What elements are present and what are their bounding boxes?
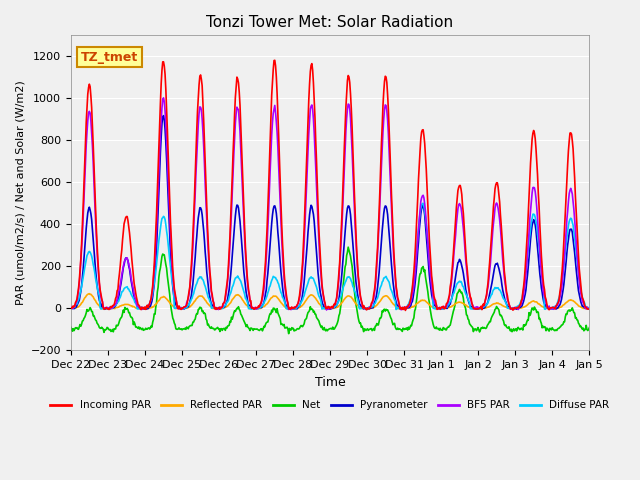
Incoming PAR bbox=[67, 305, 75, 311]
Incoming PAR bbox=[401, 308, 409, 313]
Reflected PAR bbox=[82, 294, 90, 300]
BF5 PAR bbox=[206, 274, 214, 279]
Net bbox=[67, 324, 75, 330]
Diffuse PAR bbox=[67, 305, 75, 311]
Incoming PAR bbox=[236, 102, 244, 108]
X-axis label: Time: Time bbox=[315, 376, 346, 389]
Diffuse PAR bbox=[205, 296, 213, 301]
Diffuse PAR bbox=[392, 307, 400, 312]
Net bbox=[344, 244, 352, 250]
Line: Reflected PAR: Reflected PAR bbox=[71, 294, 589, 309]
Pyranometer bbox=[237, 238, 245, 244]
Reflected PAR bbox=[86, 291, 93, 297]
Incoming PAR bbox=[151, 245, 159, 251]
Net bbox=[505, 324, 513, 330]
Diffuse PAR bbox=[82, 261, 90, 267]
Pyranometer bbox=[67, 305, 75, 311]
Diffuse PAR bbox=[236, 277, 244, 283]
Diffuse PAR bbox=[586, 306, 593, 312]
Reflected PAR bbox=[237, 294, 244, 300]
Net bbox=[586, 325, 593, 331]
Net bbox=[285, 331, 292, 336]
Incoming PAR bbox=[271, 58, 278, 63]
BF5 PAR bbox=[586, 306, 593, 312]
Incoming PAR bbox=[205, 257, 213, 263]
Reflected PAR bbox=[152, 301, 159, 307]
Title: Tonzi Tower Met: Solar Radiation: Tonzi Tower Met: Solar Radiation bbox=[207, 15, 454, 30]
Net bbox=[538, 325, 546, 331]
Line: Diffuse PAR: Diffuse PAR bbox=[71, 203, 589, 310]
Pyranometer bbox=[586, 306, 593, 312]
Incoming PAR bbox=[586, 306, 593, 312]
Y-axis label: PAR (umol/m2/s) / Net and Solar (W/m2): PAR (umol/m2/s) / Net and Solar (W/m2) bbox=[15, 81, 25, 305]
Reflected PAR bbox=[434, 306, 442, 312]
Reflected PAR bbox=[586, 306, 593, 312]
BF5 PAR bbox=[67, 305, 75, 311]
BF5 PAR bbox=[151, 257, 159, 263]
Line: Incoming PAR: Incoming PAR bbox=[71, 60, 589, 311]
Line: BF5 PAR: BF5 PAR bbox=[71, 98, 589, 310]
Pyranometer bbox=[538, 289, 546, 295]
BF5 PAR bbox=[505, 301, 513, 307]
Incoming PAR bbox=[82, 141, 90, 147]
Diffuse PAR bbox=[419, 200, 427, 206]
BF5 PAR bbox=[82, 159, 90, 165]
Net bbox=[205, 324, 213, 329]
Pyranometer bbox=[152, 259, 159, 264]
Incoming PAR bbox=[505, 301, 513, 307]
BF5 PAR bbox=[237, 146, 244, 152]
Pyranometer bbox=[207, 299, 214, 304]
Pyranometer bbox=[101, 306, 109, 312]
Pyranometer bbox=[505, 304, 513, 310]
Pyranometer bbox=[159, 113, 167, 119]
Reflected PAR bbox=[67, 305, 75, 311]
Net bbox=[151, 312, 159, 317]
BF5 PAR bbox=[323, 307, 330, 313]
Diffuse PAR bbox=[505, 305, 513, 311]
Reflected PAR bbox=[505, 306, 513, 312]
Net bbox=[82, 312, 90, 318]
Diffuse PAR bbox=[151, 275, 159, 281]
Line: Pyranometer: Pyranometer bbox=[71, 116, 589, 309]
Reflected PAR bbox=[538, 304, 546, 310]
Net bbox=[236, 308, 244, 313]
BF5 PAR bbox=[159, 95, 167, 101]
Text: TZ_tmet: TZ_tmet bbox=[81, 50, 138, 63]
Pyranometer bbox=[82, 235, 90, 241]
Legend: Incoming PAR, Reflected PAR, Net, Pyranometer, BF5 PAR, Diffuse PAR: Incoming PAR, Reflected PAR, Net, Pyrano… bbox=[46, 396, 614, 415]
Incoming PAR bbox=[538, 264, 546, 269]
BF5 PAR bbox=[538, 276, 546, 282]
Reflected PAR bbox=[206, 303, 214, 309]
Line: Net: Net bbox=[71, 247, 589, 334]
Diffuse PAR bbox=[538, 275, 546, 281]
